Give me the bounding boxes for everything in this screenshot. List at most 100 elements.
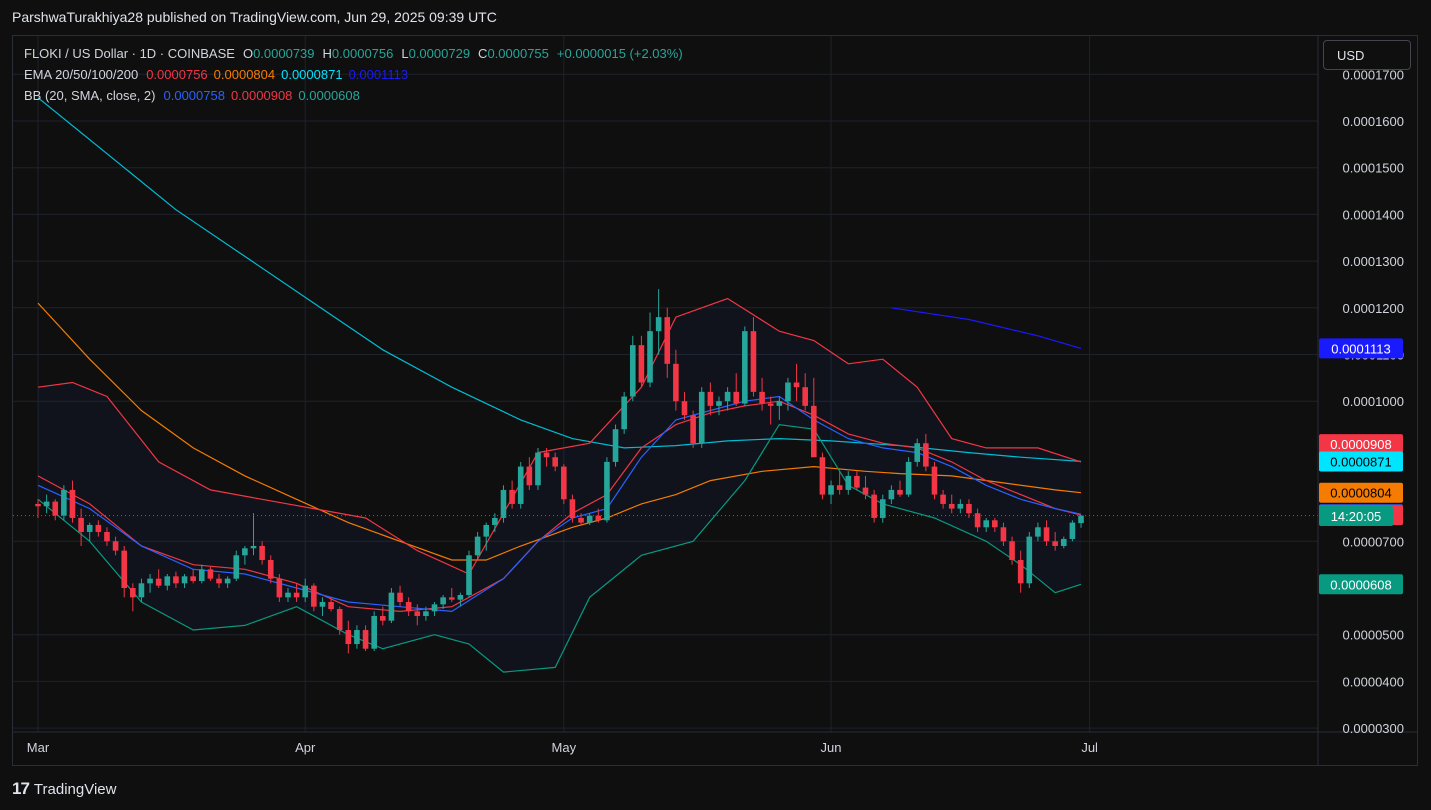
ema200-line (891, 307, 1082, 349)
candle-body (500, 489, 507, 518)
candle-body (673, 363, 679, 402)
bb-lower-line (37, 423, 1082, 673)
candle-body (267, 559, 274, 579)
y-tick-label: 0.0001200 (1343, 301, 1404, 316)
candle-body (845, 475, 852, 490)
y-tick-label: 0.0001700 (1343, 67, 1404, 82)
candle-body (431, 604, 438, 612)
candle-body (612, 429, 619, 462)
price-label: 14:20:05 (1331, 509, 1382, 524)
candle-body (750, 331, 757, 392)
low-value: 0.0000729 (408, 46, 471, 61)
candle-body (328, 602, 334, 610)
candle-body (259, 545, 265, 560)
candle-body (871, 494, 877, 518)
candle-body (707, 391, 714, 406)
ema100-value: 0.0000871 (281, 67, 343, 82)
candle-body (655, 317, 662, 332)
price-label: 0.0001113 (1331, 341, 1391, 356)
candle-body (690, 415, 696, 444)
candle-body (354, 630, 360, 645)
price-label-bg (1319, 434, 1403, 455)
price-label-bg (1319, 506, 1393, 526)
price-label: 0.0000871 (1330, 454, 1391, 469)
candle-body (931, 466, 938, 495)
candle-body (776, 401, 783, 406)
candle-body (1060, 538, 1067, 546)
ema-legend[interactable]: EMA 20/50/100/200 0.0000756 0.0000804 0.000… (24, 67, 416, 82)
candle-body (526, 466, 533, 486)
x-tick-label: Jul (1081, 740, 1098, 755)
candle-body (293, 592, 300, 598)
x-tick-label: Mar (27, 740, 50, 755)
ema20-line (37, 400, 1082, 613)
y-tick-label: 0.0001600 (1343, 114, 1404, 129)
candle-body (535, 452, 541, 486)
candle-body (992, 520, 998, 528)
candle-body (86, 524, 93, 532)
candle-body (1069, 522, 1076, 539)
candle-body (61, 489, 67, 516)
candle-body (629, 345, 636, 397)
candle-body (940, 494, 946, 504)
candle-body (1035, 527, 1041, 537)
plot-area (13, 97, 1318, 673)
symbol-name[interactable]: FLOKI / US Dollar · 1D · COINBASE (24, 46, 235, 61)
candle-body (43, 501, 50, 507)
candle-body (742, 331, 748, 404)
candle-body (698, 391, 705, 444)
candle-body (276, 578, 283, 598)
candle-body (233, 555, 240, 579)
candle-body (638, 345, 645, 383)
candle-body (207, 569, 214, 579)
candle-body (604, 461, 610, 521)
candle-body (879, 499, 886, 518)
y-tick-label: 0.0001400 (1343, 207, 1404, 222)
candle-body (1078, 515, 1084, 524)
bb-legend[interactable]: BB (20, SMA, close, 2) 0.0000758 0.0000908… (24, 88, 368, 103)
chart-background (13, 36, 1418, 765)
currency-button[interactable]: USD (1323, 40, 1411, 70)
candle-body (983, 520, 989, 528)
candle-body (130, 588, 136, 598)
candle-body (948, 503, 955, 509)
price-label-bg (1319, 482, 1403, 503)
candle-body (440, 597, 446, 605)
candle-body (319, 602, 326, 607)
candle-body (147, 578, 153, 584)
y-tick-label: 0.0001000 (1343, 394, 1404, 409)
bb-lower-value: 0.0000608 (298, 88, 360, 103)
close-label: C (478, 46, 488, 61)
y-tick-label: 0.0000500 (1343, 628, 1404, 643)
candle-body (802, 387, 808, 406)
candle-body (724, 391, 731, 402)
candle-body (466, 555, 472, 596)
bb-title: BB (20, SMA, close, 2) (24, 88, 156, 103)
candle-body (862, 487, 869, 495)
candle-body (492, 517, 498, 525)
candle-body (414, 611, 421, 617)
candle-body (828, 485, 834, 495)
candle-body (681, 401, 688, 416)
tradingview-logo-icon: 17 (12, 779, 30, 798)
candle-body (216, 578, 222, 584)
price-label-bg (1319, 451, 1403, 472)
candle-body (69, 489, 76, 518)
high-label: H (322, 46, 332, 61)
candle-body (121, 550, 127, 588)
close-value: 0.0000755 (487, 46, 549, 61)
chart-frame (12, 35, 1418, 766)
y-tick-label: 0.0000400 (1343, 674, 1404, 689)
candle-body (785, 382, 791, 402)
low-label: L (401, 46, 409, 61)
candle-body (854, 475, 860, 488)
candle-body (1052, 541, 1058, 546)
candle-body (595, 515, 602, 521)
candle-body (509, 489, 515, 504)
candle-body (104, 531, 110, 542)
candle-body (78, 517, 84, 532)
candle-body (362, 630, 369, 649)
y-tick-label: 0.0000700 (1343, 534, 1404, 549)
candle-body (767, 403, 774, 406)
